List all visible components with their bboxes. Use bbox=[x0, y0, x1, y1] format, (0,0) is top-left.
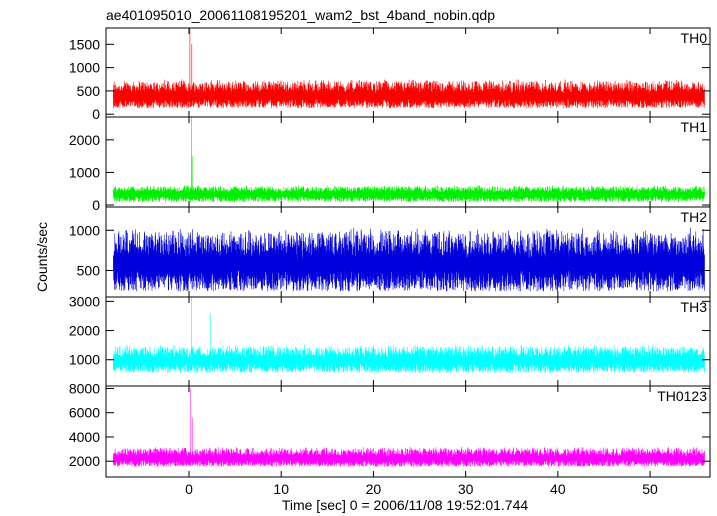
x-axis-label: Time [sec] 0 = 2006/11/08 19:52:01.744 bbox=[282, 497, 529, 513]
panel-frame bbox=[105, 296, 711, 387]
panel-name-th0123: TH0123 bbox=[657, 388, 707, 404]
x-tick-label: 30 bbox=[458, 481, 474, 497]
x-tick-label: 20 bbox=[366, 481, 382, 497]
y-tick-label: 500 bbox=[77, 262, 101, 278]
x-tick-label: 10 bbox=[273, 481, 289, 497]
y-tick-label: 0 bbox=[92, 197, 100, 213]
x-tick-label: 50 bbox=[642, 481, 658, 497]
y-axis-label: Counts/sec bbox=[34, 222, 50, 292]
y-tick-label: 2000 bbox=[69, 132, 100, 148]
series-line-th3 bbox=[113, 297, 705, 373]
y-tick-label: 1500 bbox=[69, 36, 100, 52]
y-tick-label: 1000 bbox=[69, 164, 100, 180]
panel-frame bbox=[105, 385, 711, 478]
y-tick-label: 1000 bbox=[69, 60, 100, 76]
y-tick-label: 8000 bbox=[69, 380, 100, 396]
y-tick-label: 2000 bbox=[69, 453, 100, 469]
chart-title: ae401095010_20061108195201_wam2_bst_4ban… bbox=[106, 7, 495, 23]
panel-name-th0: TH0 bbox=[681, 30, 708, 46]
x-tick-label: 0 bbox=[185, 481, 193, 497]
y-tick-label: 1000 bbox=[69, 352, 100, 368]
y-tick-label: 4000 bbox=[69, 429, 100, 445]
series-line-th0123 bbox=[113, 388, 705, 467]
panel-name-th3: TH3 bbox=[681, 299, 708, 315]
y-tick-label: 3000 bbox=[69, 293, 100, 309]
series-line-th0 bbox=[113, 28, 705, 109]
series-line-th2 bbox=[113, 227, 705, 292]
y-tick-label: 0 bbox=[92, 106, 100, 122]
x-tick-label: 40 bbox=[550, 481, 566, 497]
y-tick-label: 500 bbox=[77, 83, 101, 99]
y-tick-label: 2000 bbox=[69, 323, 100, 339]
y-tick-label: 6000 bbox=[69, 405, 100, 421]
series-line-th1 bbox=[113, 117, 705, 203]
y-tick-label: 1000 bbox=[69, 222, 100, 238]
panel-name-th2: TH2 bbox=[681, 209, 708, 225]
panel-name-th1: TH1 bbox=[681, 119, 708, 135]
